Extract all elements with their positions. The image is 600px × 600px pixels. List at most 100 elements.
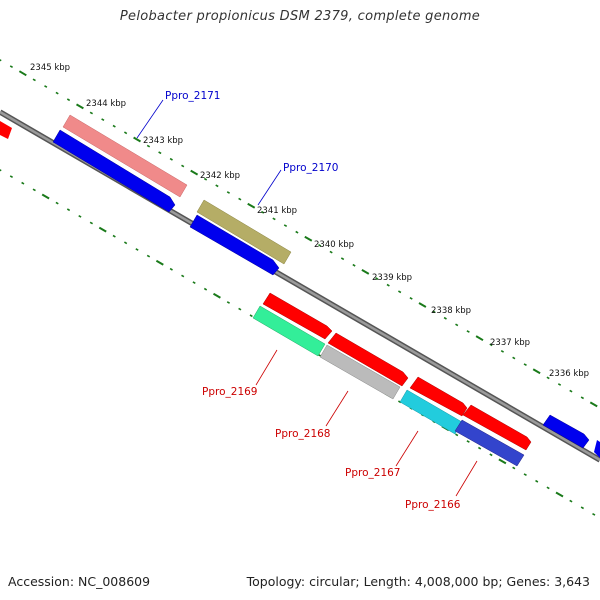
minor-tick bbox=[181, 274, 185, 278]
gene-label-ppro-2166[interactable]: Ppro_2166 bbox=[405, 499, 461, 511]
reverse-strand-genes bbox=[252, 305, 525, 467]
minor-tick bbox=[466, 330, 470, 333]
minor-tick bbox=[489, 343, 493, 347]
minor-tick bbox=[78, 215, 82, 218]
major-tick bbox=[361, 269, 370, 275]
major-tick bbox=[41, 193, 50, 200]
minor-tick bbox=[466, 440, 470, 443]
gene-label-ppro-2168[interactable]: Ppro_2168 bbox=[275, 428, 330, 440]
gene-label-ppro-2167[interactable]: Ppro_2167 bbox=[345, 467, 400, 479]
gene-forward-blue-1[interactable] bbox=[52, 129, 176, 213]
ruler-label: 2344 kbp bbox=[86, 99, 126, 109]
minor-tick bbox=[409, 297, 413, 300]
minor-tick bbox=[0, 169, 2, 172]
minor-tick bbox=[192, 281, 196, 284]
minor-tick bbox=[169, 157, 173, 161]
minor-tick bbox=[135, 248, 139, 251]
minor-tick bbox=[21, 181, 25, 185]
minor-tick bbox=[375, 277, 379, 280]
minor-tick bbox=[489, 453, 493, 457]
minor-tick bbox=[203, 177, 208, 181]
gene-ppro-2168[interactable] bbox=[319, 344, 401, 400]
major-tick bbox=[247, 202, 256, 209]
ruler-label: 2341 kbp bbox=[257, 206, 297, 216]
major-tick bbox=[133, 136, 142, 143]
major-tick bbox=[475, 335, 484, 342]
minor-tick bbox=[112, 124, 116, 128]
gene-blue-right-2[interactable] bbox=[594, 440, 600, 458]
minor-tick bbox=[569, 389, 573, 393]
minor-tick bbox=[123, 131, 128, 135]
minor-tick bbox=[146, 144, 151, 148]
minor-tick bbox=[66, 208, 71, 212]
gene-labels: Ppro_2171 Ppro_2170 Ppro_2169 Ppro_2168 … bbox=[165, 90, 461, 511]
minor-tick bbox=[500, 350, 505, 353]
minor-tick bbox=[329, 250, 333, 254]
minor-tick bbox=[55, 201, 59, 205]
minor-tick bbox=[146, 254, 151, 258]
minor-tick bbox=[443, 316, 447, 320]
gene-label-ppro-2171[interactable]: Ppro_2171 bbox=[165, 90, 220, 102]
accession-label: Accession: NC_008609 bbox=[8, 574, 151, 589]
major-tick bbox=[418, 302, 427, 308]
ruler-label: 2338 kbp bbox=[431, 306, 471, 316]
minor-tick bbox=[569, 499, 573, 503]
outer-tick-ruler bbox=[0, 59, 598, 408]
minor-tick bbox=[169, 267, 173, 271]
major-tick bbox=[190, 169, 199, 176]
gene-red-2[interactable] bbox=[327, 332, 409, 387]
minor-tick bbox=[55, 91, 59, 95]
gene-label-ppro-2169[interactable]: Ppro_2169 bbox=[202, 386, 257, 398]
minor-tick bbox=[66, 98, 71, 102]
forward-strand-genes bbox=[52, 114, 292, 276]
leader-ppro-2168 bbox=[325, 390, 349, 427]
minor-tick bbox=[477, 446, 482, 450]
leader-ppro-2166 bbox=[455, 460, 478, 497]
neighbor-genes bbox=[0, 121, 600, 458]
minor-tick bbox=[295, 230, 299, 234]
minor-tick bbox=[226, 301, 231, 304]
major-tick bbox=[555, 491, 564, 498]
minor-tick bbox=[89, 111, 93, 115]
minor-tick bbox=[32, 78, 36, 82]
gene-red-4[interactable] bbox=[462, 404, 532, 451]
gene-ppro-2169[interactable] bbox=[252, 305, 326, 357]
leader-ppro-2171 bbox=[136, 99, 164, 139]
leader-ppro-2167 bbox=[395, 430, 419, 467]
minor-tick bbox=[101, 118, 105, 121]
minor-tick bbox=[112, 234, 116, 238]
major-tick bbox=[75, 103, 84, 110]
minor-tick bbox=[44, 85, 48, 88]
ruler-label: 2342 kbp bbox=[200, 171, 240, 181]
gene-red-3[interactable] bbox=[409, 376, 468, 417]
major-tick bbox=[498, 458, 507, 465]
gene-ppro-2170[interactable] bbox=[196, 199, 292, 265]
label-leader-lines bbox=[136, 99, 478, 497]
major-tick bbox=[532, 368, 541, 375]
minor-tick bbox=[592, 513, 596, 516]
minor-tick bbox=[32, 188, 36, 192]
major-tick bbox=[98, 226, 107, 233]
gene-label-ppro-2170[interactable]: Ppro_2170 bbox=[283, 162, 338, 174]
major-tick bbox=[589, 401, 598, 408]
genome-info-label: Topology: circular; Length: 4,008,000 bp… bbox=[246, 574, 590, 589]
minor-tick bbox=[432, 310, 436, 314]
ruler-label: 2340 kbp bbox=[314, 240, 354, 250]
major-tick bbox=[18, 70, 27, 77]
gene-ppro-2166[interactable] bbox=[454, 419, 525, 467]
minor-tick bbox=[557, 383, 562, 386]
gene-forward-blue-2[interactable] bbox=[189, 214, 280, 276]
minor-tick bbox=[352, 263, 356, 267]
minor-tick bbox=[9, 175, 14, 178]
major-tick bbox=[212, 292, 221, 299]
gene-ppro-2171[interactable] bbox=[62, 114, 188, 198]
major-tick bbox=[304, 235, 313, 242]
minor-tick bbox=[318, 244, 322, 247]
ruler-labels: 2345 kbp 2344 kbp 2343 kbp 2342 kbp 2341… bbox=[30, 63, 589, 379]
gene-left-red[interactable] bbox=[0, 121, 12, 139]
gene-red-1[interactable] bbox=[262, 292, 333, 340]
minor-tick bbox=[238, 197, 242, 201]
gene-ppro-2167[interactable] bbox=[399, 389, 463, 435]
gene-blue-right-1[interactable] bbox=[542, 414, 590, 449]
